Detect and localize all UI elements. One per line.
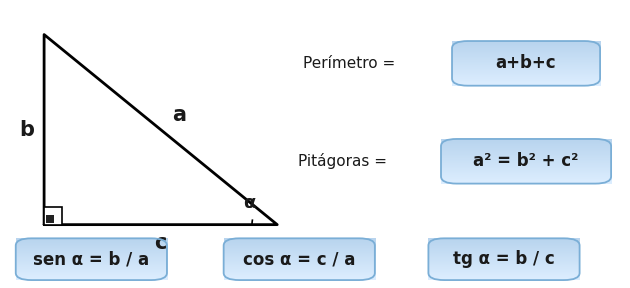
- Text: a: a: [173, 105, 186, 125]
- Bar: [44, 207, 62, 225]
- Text: sen α = b / a: sen α = b / a: [33, 250, 149, 268]
- Text: tg α = b / c: tg α = b / c: [453, 250, 555, 268]
- Text: cos α = c / a: cos α = c / a: [243, 250, 355, 268]
- Text: Perímetro =: Perímetro =: [303, 56, 400, 71]
- Text: a+b+c: a+b+c: [496, 54, 556, 72]
- Text: Pitágoras =: Pitágoras =: [298, 153, 392, 169]
- Text: b: b: [19, 120, 34, 140]
- Text: a² = b² + c²: a² = b² + c²: [473, 152, 579, 170]
- Text: α: α: [243, 194, 255, 212]
- Bar: [46, 215, 54, 223]
- Text: c: c: [154, 233, 167, 253]
